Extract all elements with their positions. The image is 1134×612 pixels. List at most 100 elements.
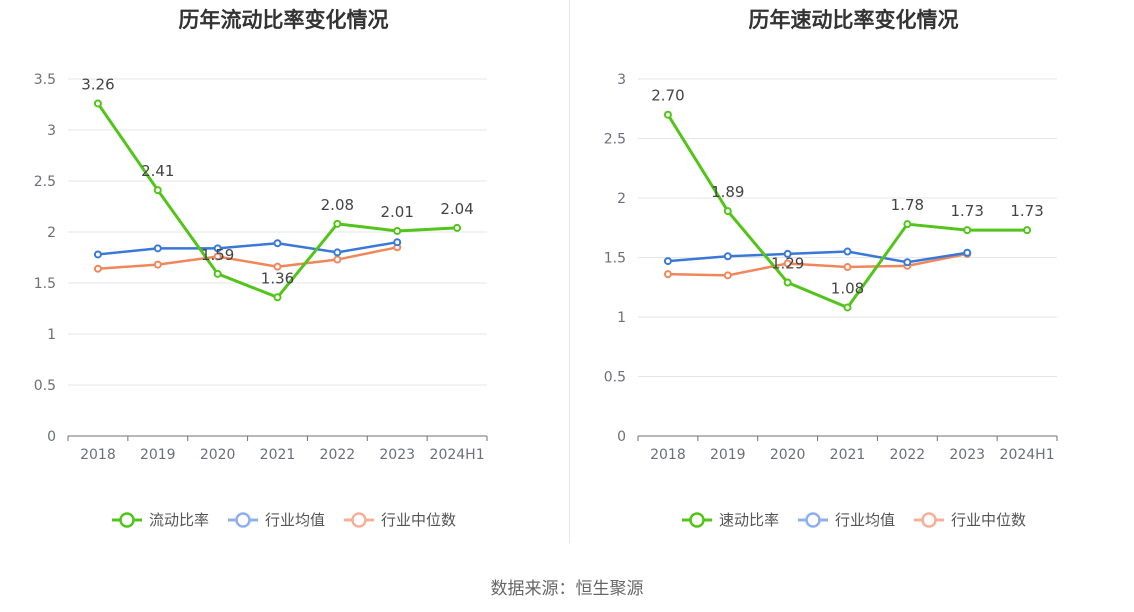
legend-marker-icon xyxy=(344,511,374,528)
legend-item-median[interactable]: 行业中位数 xyxy=(343,509,456,530)
x-tick-label: 2024H1 xyxy=(1000,447,1055,463)
data-point-avg[interactable] xyxy=(213,244,222,253)
legend-label: 行业中位数 xyxy=(951,511,1027,529)
x-tick-label: 2023 xyxy=(949,447,985,463)
legend-item-avg[interactable]: 行业均值 xyxy=(227,509,325,530)
data-point-company[interactable] xyxy=(393,226,402,235)
legend-label: 行业中位数 xyxy=(381,511,457,529)
x-tick-label: 2020 xyxy=(770,447,806,463)
y-tick-label: 0.5 xyxy=(34,378,56,394)
y-tick-label: 3 xyxy=(47,123,56,139)
data-point-median[interactable] xyxy=(663,270,672,279)
y-tick-label: 0 xyxy=(617,429,626,445)
x-tick-label: 2019 xyxy=(140,447,176,463)
legend-item-company[interactable]: 流动比率 xyxy=(111,509,209,530)
data-label: 1.59 xyxy=(201,246,234,264)
data-point-company[interactable] xyxy=(783,278,792,287)
legend-label: 流动比率 xyxy=(148,511,209,529)
series-line-avg xyxy=(97,240,398,256)
y-tick-label: 3 xyxy=(617,72,626,88)
y-tick-label: 3.5 xyxy=(34,72,56,88)
data-point-median[interactable] xyxy=(333,255,342,264)
data-point-avg[interactable] xyxy=(273,239,282,248)
x-tick-label: 2024H1 xyxy=(430,447,485,463)
data-point-avg[interactable] xyxy=(783,249,792,258)
data-label: 1.73 xyxy=(951,202,984,220)
legend-marker-icon xyxy=(681,511,712,528)
data-point-avg[interactable] xyxy=(663,257,672,266)
legend-label: 速动比率 xyxy=(718,511,779,529)
data-point-avg[interactable] xyxy=(393,238,402,247)
y-tick-label: 0.5 xyxy=(604,370,626,386)
y-tick-label: 2.5 xyxy=(34,174,56,190)
legend-item-company[interactable]: 速动比率 xyxy=(681,509,779,530)
data-point-company[interactable] xyxy=(153,186,162,195)
legend-marker-icon xyxy=(227,511,258,528)
x-tick-label: 2022 xyxy=(890,447,926,463)
data-label: 2.08 xyxy=(321,196,354,214)
legend-marker-icon xyxy=(914,511,944,528)
data-point-avg[interactable] xyxy=(723,252,732,261)
data-point-median[interactable] xyxy=(153,260,162,269)
data-point-median[interactable] xyxy=(213,252,222,261)
data-point-avg[interactable] xyxy=(93,250,102,259)
y-tick-label: 1.5 xyxy=(604,251,626,267)
data-point-company[interactable] xyxy=(453,223,462,232)
data-point-company[interactable] xyxy=(663,110,672,119)
data-point-company[interactable] xyxy=(723,207,732,216)
legend-label: 行业均值 xyxy=(834,511,895,529)
data-point-avg[interactable] xyxy=(963,248,972,257)
data-point-company[interactable] xyxy=(1023,226,1032,235)
data-label: 3.26 xyxy=(81,75,114,93)
data-point-company[interactable] xyxy=(903,220,912,229)
data-label: 1.73 xyxy=(1010,202,1043,220)
legend-marker-icon xyxy=(797,511,828,528)
data-point-company[interactable] xyxy=(843,303,852,312)
chart-title: 历年流动比率变化情况 xyxy=(178,8,389,32)
data-point-company[interactable] xyxy=(273,293,282,302)
x-tick-label: 2023 xyxy=(379,447,415,463)
x-tick-label: 2021 xyxy=(260,447,296,463)
data-point-median[interactable] xyxy=(843,263,852,272)
legend-marker-icon xyxy=(111,511,142,528)
chart-legend: 速动比率 行业均值 行业中位数 xyxy=(570,509,1134,530)
data-label: 2.41 xyxy=(141,162,174,180)
data-point-median[interactable] xyxy=(93,264,102,273)
x-tick-label: 2020 xyxy=(200,447,236,463)
data-label: 2.01 xyxy=(381,203,414,221)
y-tick-label: 1 xyxy=(617,310,626,326)
legend-label: 行业均值 xyxy=(264,511,325,529)
quick-ratio-panel: 历年速动比率变化情况 0 0.5 1 1.5 2 2.5 3 2018 2019 2020 2021… xyxy=(570,0,1134,545)
data-point-median[interactable] xyxy=(783,259,792,268)
data-label: 1.08 xyxy=(831,279,864,297)
quick-ratio-chart: 0 0.5 1 1.5 2 2.5 3 2018 2019 2020 2021 2022 2023 202… xyxy=(604,72,1058,463)
x-tick-label: 2021 xyxy=(830,447,866,463)
data-point-median[interactable] xyxy=(273,262,282,271)
legend-item-avg[interactable]: 行业均值 xyxy=(797,509,895,530)
current-ratio-panel: 历年流动比率变化情况 0 0.5 1 1.5 2 2.5 3 3.5 2018 2019 2020 2… xyxy=(0,0,567,545)
data-label: 2.04 xyxy=(440,200,473,218)
series-line-median xyxy=(667,252,968,277)
data-point-company[interactable] xyxy=(93,99,102,108)
data-point-median[interactable] xyxy=(723,271,732,280)
current-ratio-chart: 0 0.5 1 1.5 2 2.5 3 3.5 2018 2019 2020 2021 2022 2023… xyxy=(34,72,488,463)
data-label: 1.78 xyxy=(891,196,924,214)
data-point-company[interactable] xyxy=(963,226,972,235)
y-tick-label: 0 xyxy=(47,429,56,445)
chart-title: 历年速动比率变化情况 xyxy=(748,8,959,32)
data-point-company[interactable] xyxy=(213,269,222,278)
x-tick-label: 2018 xyxy=(650,447,686,463)
series-line-median xyxy=(97,246,398,270)
y-tick-label: 1.5 xyxy=(34,276,56,292)
data-point-avg[interactable] xyxy=(903,258,912,267)
data-point-company[interactable] xyxy=(333,219,342,228)
data-point-avg[interactable] xyxy=(153,244,162,253)
data-point-avg[interactable] xyxy=(843,247,852,256)
chart-legend: 流动比率 行业均值 行业中位数 xyxy=(0,509,567,530)
legend-item-median[interactable]: 行业中位数 xyxy=(913,509,1026,530)
data-point-avg[interactable] xyxy=(333,248,342,257)
data-label: 1.36 xyxy=(261,269,294,287)
x-tick-label: 2019 xyxy=(710,447,746,463)
series-line-avg xyxy=(667,250,968,264)
y-tick-label: 2 xyxy=(47,225,56,241)
